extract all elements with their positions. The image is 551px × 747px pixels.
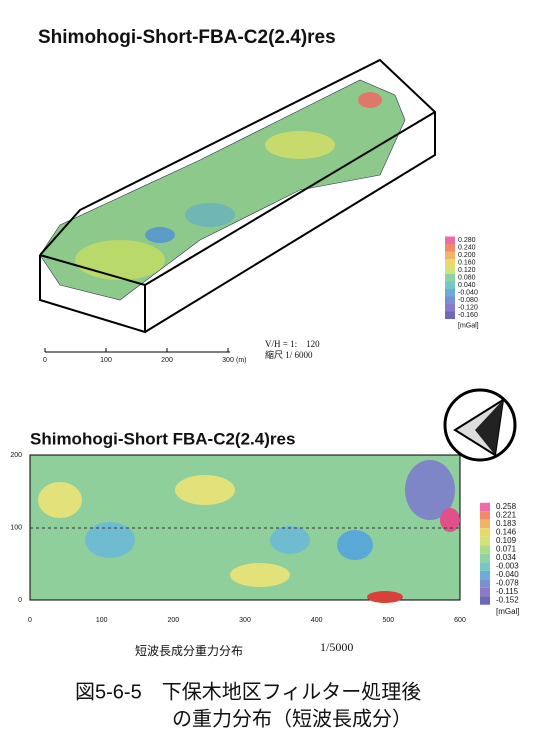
y-tick-label: 100 (10, 524, 22, 531)
bottom-title: Shimohogi-Short FBA-C2(2.4)res (30, 429, 295, 448)
legend-swatch (480, 545, 490, 554)
map-blob (230, 563, 290, 587)
legend-label: 0.109 (496, 536, 517, 545)
legend-label: -0.115 (496, 587, 519, 596)
legend-swatch (480, 528, 490, 537)
legend-label: -0.003 (496, 562, 519, 571)
axes: 200 100 0 0 100 200 300 400 500 600 (10, 452, 466, 624)
legend-label: 0.146 (496, 528, 517, 537)
scale-label: 0 (43, 357, 47, 364)
legend-label: 0.280 (458, 237, 476, 244)
legend-unit: [mGal] (458, 322, 479, 329)
legend-swatch (445, 304, 455, 312)
contour-map (29, 454, 461, 603)
scale-bar: 0 100 200 300 (m) (43, 348, 247, 364)
legend-swatch (480, 511, 490, 520)
map-blob (337, 530, 373, 560)
map-blob (270, 526, 310, 554)
legend-swatch (480, 553, 490, 563)
x-tick-label: 400 (311, 617, 323, 624)
legend-swatch (480, 596, 490, 605)
legend-label: 0.071 (496, 545, 517, 554)
figure-caption: の重力分布（短波長成分） (172, 707, 412, 730)
x-tick-label: 200 (167, 617, 179, 624)
compass-arrow (475, 400, 503, 455)
legend-label: -0.040 (458, 289, 478, 296)
legend-swatch (445, 259, 455, 267)
legend-label: -0.120 (458, 304, 478, 311)
map-blob (405, 460, 455, 520)
legend-swatch (445, 289, 455, 297)
legend-label: -0.160 (458, 312, 478, 319)
legend-swatch (480, 579, 490, 588)
surface-map (39, 58, 436, 334)
legend-swatch (480, 562, 490, 571)
compass (443, 388, 517, 462)
map-blob (367, 591, 403, 603)
map-blob (175, 475, 235, 505)
box-edge (39, 58, 436, 333)
box-edge (144, 111, 436, 286)
x-tick-label: 100 (96, 617, 108, 624)
legend-label: 0.160 (458, 259, 476, 266)
legend-label: 0.120 (458, 267, 476, 274)
scale-label: 200 (161, 357, 173, 364)
legend-label: 0.080 (458, 274, 476, 281)
legend-swatch (445, 236, 455, 244)
scale-label: 300 (222, 357, 234, 364)
legend-swatch (445, 311, 455, 319)
legend: 0.2800.2400.2000.1600.1200.0800.040-0.04… (445, 236, 479, 329)
top-title: Shimohogi-Short-FBA-C2(2.4)res (38, 27, 336, 48)
scale: 縮尺 1/ 6000 (265, 349, 313, 360)
legend-label: 0.200 (458, 252, 476, 259)
legend-swatch (445, 296, 455, 304)
legend-swatch (480, 502, 490, 512)
legend-label: -0.080 (458, 297, 478, 304)
map-blob (85, 522, 135, 558)
y-tick-label: 200 (10, 452, 22, 459)
legend-label: 0.034 (496, 553, 517, 562)
legend-swatch (480, 587, 490, 597)
x-tick-label: 500 (382, 617, 394, 624)
legend-label: 0.258 (496, 502, 517, 511)
legend-label: 0.183 (496, 519, 517, 528)
figure-caption: 図5-6-5 下保木地区フィルター処理後 (75, 680, 421, 703)
legend-swatch (480, 536, 490, 546)
legend-swatch (445, 274, 455, 282)
map-blob (38, 482, 82, 518)
surface-blob (265, 131, 335, 159)
map-caption: 短波長成分重力分布 (135, 644, 243, 658)
legend: 0.2580.2210.1830.1460.1090.0710.034-0.00… (480, 502, 520, 616)
legend-label: -0.152 (496, 596, 519, 605)
legend-swatch (445, 281, 455, 289)
scale-unit: (m) (236, 357, 247, 364)
map-scale: 1/5000 (320, 640, 353, 654)
x-tick-label: 300 (239, 617, 251, 624)
legend-label: 0.040 (458, 282, 476, 289)
legend-unit: [mGal] (496, 607, 520, 616)
legend-swatch (445, 244, 455, 252)
x-tick-label: 600 (454, 617, 466, 624)
surface-blob (185, 203, 235, 227)
ratio: V/H = 1: 120 (265, 339, 320, 349)
surface-blob (145, 227, 175, 243)
scale-label: 100 (100, 357, 112, 364)
legend-swatch (480, 519, 490, 529)
surface-blob (75, 240, 165, 280)
x-tick-label: 0 (28, 617, 32, 624)
y-tick-label: 0 (18, 597, 22, 604)
legend-swatch (480, 570, 490, 580)
map-blob (440, 508, 460, 532)
legend-label: -0.078 (496, 579, 519, 588)
legend-label: -0.040 (496, 570, 519, 579)
surface-blob (358, 92, 382, 108)
legend-label: 0.221 (496, 511, 517, 520)
legend-swatch (445, 266, 455, 274)
legend-label: 0.240 (458, 244, 476, 251)
legend-swatch (445, 251, 455, 259)
